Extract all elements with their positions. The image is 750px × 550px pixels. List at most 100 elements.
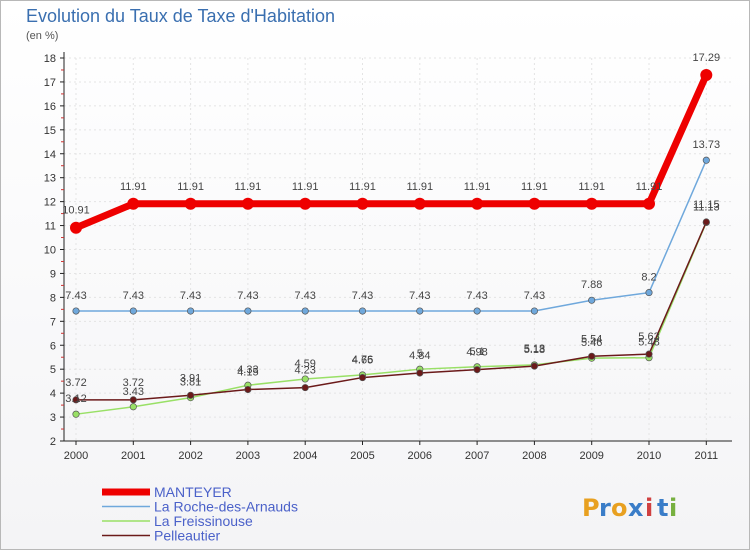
y-tick-label: 7 [50, 316, 56, 328]
data-point [416, 307, 424, 315]
data-point [129, 307, 137, 315]
y-tick-label: 2 [50, 436, 56, 448]
data-point [184, 197, 197, 210]
data-label: 7.43 [180, 290, 201, 302]
data-label: 7.43 [237, 290, 258, 302]
series-line-pelleautier [75, 221, 708, 401]
series-line-la-freissinouse [75, 221, 708, 415]
y-tick-label: 10 [44, 245, 56, 257]
data-label: 11.91 [177, 181, 204, 193]
data-label: 5.54 [581, 333, 602, 345]
data-point [299, 197, 312, 210]
x-tick-label: 2009 [579, 450, 603, 462]
data-label: 5 [417, 348, 423, 360]
data-label: 4.98 [466, 347, 487, 359]
y-tick-label: 17 [44, 77, 56, 89]
data-point [301, 384, 309, 392]
chart-subtitle: (en %) [26, 30, 59, 42]
data-label: 7.43 [466, 290, 487, 302]
data-label: 11.91 [636, 181, 663, 193]
data-label: 7.43 [294, 290, 315, 302]
data-label: 10.91 [62, 205, 90, 217]
data-point [356, 197, 369, 210]
legend-label: La Freissinouse [154, 513, 253, 529]
y-tick-label: 12 [44, 197, 56, 209]
data-point [358, 307, 367, 315]
chart-title: Evolution du Taux de Taxe d'Habitation [26, 6, 335, 26]
data-label: 7.43 [352, 290, 373, 302]
y-tick-label: 16 [44, 101, 56, 113]
data-label: 4.76 [352, 354, 373, 366]
data-point [702, 156, 710, 164]
data-label: 7.43 [409, 290, 430, 302]
data-label: 17.29 [693, 52, 721, 64]
series-line-la-roche-des-arnauds [75, 159, 708, 312]
legend-label: La Roche-des-Arnauds [154, 499, 298, 515]
data-label: 11.91 [464, 181, 491, 193]
data-point [645, 350, 653, 358]
data-label: 3.72 [123, 377, 144, 389]
x-tick-label: 2000 [64, 450, 88, 462]
data-point [588, 352, 596, 360]
data-label: 3.12 [65, 393, 86, 405]
data-point [127, 197, 140, 210]
data-point [645, 289, 653, 297]
x-tick-label: 2008 [522, 450, 546, 462]
data-label: 11.91 [120, 181, 147, 193]
y-tick-label: 14 [44, 149, 56, 161]
data-label: 11.91 [406, 181, 433, 193]
x-tick-label: 2011 [694, 450, 718, 462]
y-tick-label: 8 [50, 292, 56, 304]
data-point [413, 197, 426, 210]
data-point [72, 396, 80, 404]
data-point [241, 197, 254, 210]
data-label: 7.43 [123, 290, 144, 302]
data-point [187, 391, 195, 399]
data-point [72, 410, 80, 418]
brand-logo-letter: x [628, 494, 644, 522]
data-point [702, 218, 710, 226]
y-tick-label: 4 [50, 388, 56, 400]
data-point [530, 362, 538, 370]
data-point [244, 385, 252, 394]
data-point [70, 221, 82, 234]
series-line-manteyer [72, 71, 710, 232]
data-point [471, 197, 484, 210]
y-tick-label: 5 [50, 364, 56, 376]
x-tick-label: 2002 [178, 450, 202, 462]
data-label: 5.48 [638, 337, 659, 349]
data-label: 5.46 [581, 337, 602, 349]
y-tick-label: 18 [44, 53, 56, 65]
data-label: 4.15 [237, 367, 258, 379]
y-tick-label: 9 [50, 268, 56, 280]
data-label: 13.73 [693, 139, 721, 151]
data-label: 11.91 [349, 181, 376, 193]
x-tick-label: 2006 [408, 450, 432, 462]
data-label: 11.91 [235, 181, 262, 193]
data-point [301, 375, 309, 383]
brand-logo-letter: i [669, 494, 677, 522]
data-point [473, 366, 481, 374]
data-label: 4.23 [294, 365, 315, 377]
x-tick-label: 2005 [350, 450, 374, 462]
data-label: 7.43 [65, 290, 86, 302]
brand-logo-letter: r [599, 494, 611, 522]
x-tick-label: 2004 [293, 450, 317, 462]
data-label: 3.43 [123, 386, 144, 398]
data-label: 11.91 [578, 181, 605, 193]
data-point [301, 307, 309, 315]
data-label: 11.91 [292, 181, 319, 193]
brand-logo-letter: o [611, 494, 628, 522]
data-label: 4.84 [409, 350, 430, 362]
data-label: 4.65 [352, 355, 373, 367]
y-tick-label: 6 [50, 340, 56, 352]
y-tick-label: 13 [44, 173, 56, 185]
y-tick-label: 15 [44, 125, 56, 137]
data-label: 5.13 [524, 343, 545, 355]
data-point [585, 197, 598, 210]
y-tick-label: 3 [50, 412, 56, 424]
data-label: 11.15 [693, 199, 720, 211]
data-label: 5.18 [524, 344, 545, 356]
